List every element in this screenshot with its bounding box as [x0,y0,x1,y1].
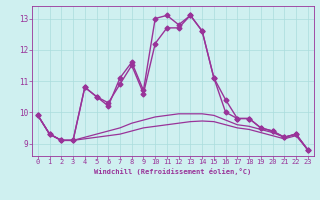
X-axis label: Windchill (Refroidissement éolien,°C): Windchill (Refroidissement éolien,°C) [94,168,252,175]
